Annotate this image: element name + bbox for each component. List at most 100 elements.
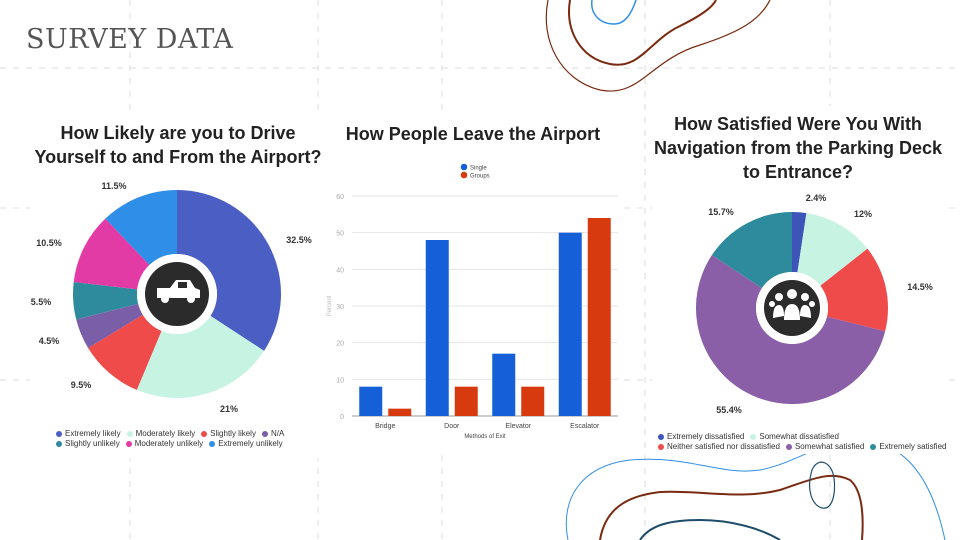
legend-item: Moderately likely	[126, 429, 196, 438]
legend-swatch	[209, 440, 216, 447]
chart-title-leave: How People Leave the Airport	[345, 124, 601, 144]
pie-slice	[792, 212, 807, 273]
chart-title-line: to Entrance?	[742, 162, 853, 182]
legend-swatch	[261, 430, 268, 437]
x-tick-label: Escalator	[570, 423, 600, 430]
bar	[558, 232, 582, 416]
legend-swatch	[56, 430, 62, 437]
slice-data-label: 15.7%	[708, 207, 734, 217]
legend-item: Slightly unlikely	[56, 439, 120, 448]
bar-chart-leave: 0 10 20 30 40 50 60 Percent Bridge Door Elevator Es…	[327, 163, 618, 440]
chart-panel-leave-airport: How People Leave the Airport 0 10 20 30 40 50…	[324, 112, 622, 449]
legend-label: Moderately likely	[135, 429, 196, 438]
car-icon	[157, 280, 200, 303]
legend-swatch	[870, 443, 877, 450]
legend-swatch	[785, 443, 792, 450]
pie-slice	[73, 218, 150, 290]
legend-swatch	[56, 440, 62, 447]
pie-slice	[820, 248, 888, 332]
legend-swatch	[658, 433, 664, 440]
legend-label: Moderately unlikely	[134, 439, 204, 448]
pie-slice	[177, 190, 281, 351]
legend-swatch	[658, 443, 664, 450]
legend-label: Somewhat dissatisfied	[759, 432, 839, 441]
pie-slice	[105, 190, 177, 266]
people-group-icon	[769, 289, 815, 320]
legend-label: Neither satisfied nor dissatisfied	[667, 442, 780, 451]
legend-item: Extremely likely	[56, 429, 121, 438]
chart-panel-navigation-satisfaction: How Satisfied Were You With Navigation f…	[652, 106, 946, 454]
legend-label: Single	[470, 166, 487, 172]
slice-data-label: 10.5%	[36, 238, 62, 248]
legend-label: Slightly unlikely	[65, 439, 120, 448]
legend-label: Somewhat satisfied	[794, 442, 865, 451]
slice-data-label: 2.4%	[806, 193, 827, 203]
bar	[388, 408, 412, 416]
legend-item: Moderately unlikely	[125, 439, 204, 448]
legend-swatch	[126, 430, 133, 437]
bar	[359, 386, 383, 416]
bar	[425, 240, 449, 416]
pie-slice	[88, 314, 162, 390]
y-axis-label: Percent	[327, 295, 333, 316]
y-tick-label: 10	[336, 377, 344, 384]
legend-item: Extremely satisfied	[870, 442, 946, 451]
pie-slice	[73, 281, 139, 320]
slice-data-label: 5.5%	[31, 297, 52, 307]
legend-navigation: Extremely dissatisfied Somewhat dissatisf…	[658, 432, 946, 451]
legend-label: Slightly likely	[210, 429, 256, 438]
chart-title-line: How Likely are you to Drive	[60, 123, 296, 143]
legend-label: Extremely unlikely	[218, 439, 283, 448]
slide-title: SURVEY DATA	[26, 24, 234, 55]
y-tick-label: 50	[336, 231, 344, 238]
slice-data-label: 4.5%	[39, 336, 60, 346]
pie-slice	[711, 212, 792, 289]
y-tick-label: 40	[336, 267, 344, 274]
legend-swatch	[125, 440, 132, 447]
slice-data-label: 12%	[854, 209, 872, 219]
y-tick-label: 0	[340, 414, 344, 421]
slice-data-label: 21%	[220, 404, 238, 414]
slice-data-label: 55.4%	[716, 405, 742, 415]
pie-slice	[696, 255, 886, 404]
legend-item: Somewhat dissatisfied	[750, 432, 839, 441]
legend-item: N/A	[261, 429, 285, 438]
chart-title-navigation: How Satisfied Were You With Navigation f…	[652, 112, 944, 184]
legend-item: Neither satisfied nor dissatisfied	[658, 442, 780, 451]
legend-item: Extremely dissatisfied	[658, 432, 744, 441]
bar	[587, 218, 611, 416]
chart-title-line: Navigation from the Parking Deck	[653, 138, 943, 158]
chart-title-line: Yourself to and From the Airport?	[34, 147, 322, 167]
legend-label: Extremely likely	[65, 429, 121, 438]
slice-data-label: 9.5%	[71, 380, 92, 390]
slice-data-label: 14.5%	[907, 282, 933, 292]
legend-item: Extremely unlikely	[209, 439, 283, 448]
legend-drive: Extremely likely Moderately likely Slightl…	[56, 429, 326, 448]
legend-swatch	[460, 171, 468, 179]
bar	[454, 386, 478, 416]
chart-title-line: How Satisfied Were You With	[674, 114, 922, 134]
y-tick-label: 30	[336, 304, 344, 311]
legend-swatch	[201, 430, 208, 437]
legend-item: Slightly likely	[201, 429, 256, 438]
pie-slice	[136, 315, 265, 398]
pie-chart-drive: 32.5% 21% 9.5% 4.5% 5.5% 10.5% 11.5%	[31, 181, 312, 414]
y-tick-label: 60	[336, 194, 344, 201]
bar	[521, 386, 545, 416]
y-tick-label: 20	[336, 341, 344, 348]
legend-label: N/A	[270, 429, 285, 438]
x-tick-label: Elevator	[505, 423, 531, 430]
pie-chart-navigation: 2.4% 12% 14.5% 55.4% 15.7%	[696, 193, 933, 415]
chart-panel-drive-likelihood: How Likely are you to Drive Yourself to …	[30, 112, 326, 458]
legend-item: Somewhat satisfied	[785, 442, 865, 451]
x-axis-label: Methods of Exit	[464, 434, 506, 440]
legend-swatch	[460, 163, 468, 171]
legend-label: Extremely dissatisfied	[667, 432, 745, 441]
slice-data-label: 32.5%	[286, 235, 312, 245]
x-tick-label: Door	[444, 423, 460, 430]
legend-label: Groups	[470, 174, 490, 180]
chart-title-drive: How Likely are you to Drive Yourself to …	[30, 121, 326, 169]
bar	[492, 353, 516, 416]
pie-slice	[76, 303, 143, 348]
